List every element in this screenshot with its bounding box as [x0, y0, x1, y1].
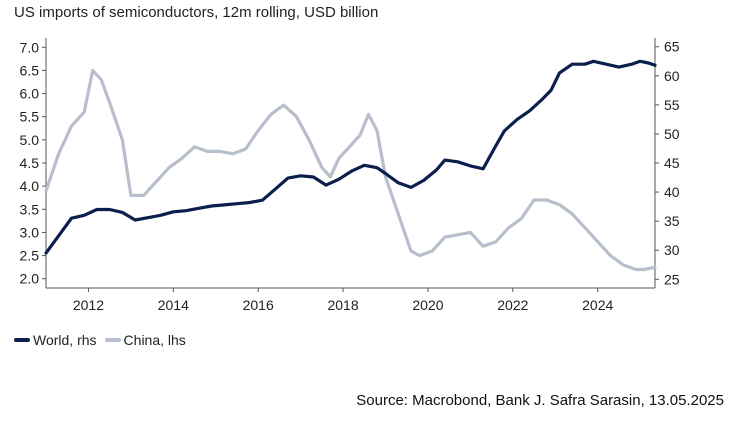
- right-tick-label: 55: [664, 97, 680, 113]
- left-tick-label: 4.0: [20, 178, 40, 194]
- right-tick-label: 30: [664, 242, 680, 258]
- left-tick-label: 3.5: [20, 201, 40, 217]
- x-tick-label: 2022: [497, 297, 528, 313]
- legend-label-china: China, lhs: [124, 332, 186, 348]
- right-tick-label: 35: [664, 213, 680, 229]
- legend-swatch-world: [14, 338, 30, 342]
- left-tick-label: 2.5: [20, 248, 40, 264]
- left-tick-label: 3.0: [20, 224, 40, 240]
- left-tick-label: 5.5: [20, 109, 40, 125]
- legend-item-world: World, rhs: [14, 332, 97, 348]
- left-tick-label: 5.0: [20, 132, 40, 148]
- series-line-world: [46, 61, 655, 253]
- tick-labels: 7.0 6.5 6.0 5.5 5.0 4.5 4.0 3.5 3.0 2.5 2.0 65 60 55 5…: [20, 39, 680, 313]
- right-tick-label: 45: [664, 155, 680, 171]
- source-note: Source: Macrobond, Bank J. Safra Sarasin…: [356, 392, 724, 409]
- x-tick-label: 2018: [327, 297, 358, 313]
- left-tick-label: 6.0: [20, 86, 40, 102]
- legend-item-china: China, lhs: [105, 332, 186, 348]
- legend-label-world: World, rhs: [33, 332, 97, 348]
- left-tick-label: 2.0: [20, 271, 40, 287]
- left-tick-label: 7.0: [20, 39, 40, 55]
- x-tick-label: 2014: [158, 297, 189, 313]
- x-tick-label: 2024: [582, 297, 613, 313]
- x-tick-label: 2016: [243, 297, 274, 313]
- right-tick-label: 65: [664, 39, 680, 55]
- series-lines: [46, 61, 655, 269]
- x-tick-label: 2012: [73, 297, 104, 313]
- left-tick-label: 6.5: [20, 62, 40, 78]
- axes-frame: [42, 38, 659, 292]
- legend: World, rhs China, lhs: [14, 332, 194, 348]
- chart-plot: 7.0 6.5 6.0 5.5 5.0 4.5 4.0 3.5 3.0 2.5 2.0 65 60 55 5…: [0, 0, 736, 427]
- right-tick-label: 50: [664, 126, 680, 142]
- right-tick-label: 40: [664, 184, 680, 200]
- right-tick-label: 25: [664, 271, 680, 287]
- left-tick-label: 4.5: [20, 155, 40, 171]
- right-tick-label: 60: [664, 68, 680, 84]
- x-tick-label: 2020: [412, 297, 443, 313]
- legend-swatch-china: [105, 338, 121, 342]
